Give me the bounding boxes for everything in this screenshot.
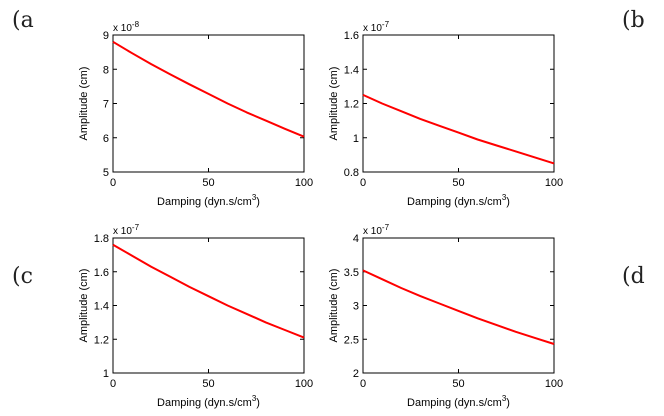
exponent-power-d: -7 [382,223,390,232]
x-tick-label-a-0: 0 [110,177,116,189]
exponent-label-b: x 10-7 [363,20,390,34]
panel-label-b: (b [622,8,645,33]
y-tick-label-c-1: 1.2 [94,334,109,346]
y-axis-title-b: Amplitude (cm) [328,67,340,141]
exponent-label-c: x 10-7 [113,223,140,237]
series-line-c [112,243,305,339]
x-axis-title-sup-d: 3 [502,394,507,403]
y-tick-label-d-3: 3.5 [344,267,359,279]
exponent-power-b: -7 [382,20,390,29]
x-axis-title-close-b: ) [506,196,510,208]
axes-frame-c [112,237,305,374]
y-tick-label-c-2: 1.4 [94,301,109,313]
y-axis-title-c: Amplitude (cm) [78,269,90,343]
x-tick-label-a-1: 50 [202,177,214,189]
x-axis-title-d: Damping (dyn.s/cm3) [407,394,510,409]
x-tick-label-c-0: 0 [110,378,116,390]
y-tick-label-d-4: 4 [353,233,359,245]
x-axis-title-close-a: ) [256,196,260,208]
series-line-a [112,40,305,138]
x-axis-title-c: Damping (dyn.s/cm3) [157,394,260,409]
y-axis-title-a: Amplitude (cm) [78,67,90,141]
y-tick-label-a-3: 8 [103,64,109,76]
x-tick-label-d-1: 50 [452,378,464,390]
x-tick-label-a-2: 100 [295,177,313,189]
x-tick-label-b-1: 50 [452,177,464,189]
y-tick-label-b-3: 1.4 [344,64,359,76]
chart-a: 0 50 100 5 6 7 8 9 x 10-8 Damping (dyn.s/cm3) Ampl… [78,20,313,208]
panel-label-c: (c [12,264,33,289]
y-tick-label-b-0: 0.8 [344,167,359,179]
y-tick-label-a-1: 6 [103,133,109,145]
x-axis-title-sup-a: 3 [252,193,257,202]
y-tick-label-b-2: 1.2 [344,99,359,111]
y-tick-label-a-2: 7 [103,99,109,111]
x-axis-title-a: Damping (dyn.s/cm3) [157,193,260,208]
x-axis-title-b: Damping (dyn.s/cm3) [407,193,510,208]
y-tick-label-a-4: 9 [103,30,109,42]
y-tick-label-c-3: 1.6 [94,267,109,279]
x-axis-title-sup-c: 3 [252,394,257,403]
chart-d: 0 50 100 2 2.5 3 3.5 4 x 10-7 Damping (dyn.s/cm3)… [328,223,563,409]
x-axis-title-close-d: ) [506,397,510,409]
axes-frame-d [362,237,555,374]
x-tick-label-d-0: 0 [360,378,366,390]
y-tick-label-c-4: 1.8 [94,233,109,245]
y-tick-label-a-0: 5 [103,167,109,179]
y-tick-label-b-1: 1 [353,133,359,145]
y-tick-label-b-4: 1.6 [344,30,359,42]
x-tick-label-d-2: 100 [545,378,563,390]
x-axis-title-close-c: ) [256,397,260,409]
exponent-power-a: -8 [132,20,140,29]
axes-frame-a [112,34,305,173]
exponent-label-a: x 10-8 [113,20,140,34]
x-tick-label-b-0: 0 [360,177,366,189]
y-axis-title-d: Amplitude (cm) [328,269,340,343]
chart-c: 0 50 100 1 1.2 1.4 1.6 1.8 x 10-7 Damping (dyn.s/… [78,223,313,409]
panel-label-a: (a [12,8,34,33]
exponent-label-d: x 10-7 [363,223,390,237]
exponent-power-c: -7 [132,223,140,232]
panel-label-d: (d [622,264,645,289]
y-tick-label-d-1: 2.5 [344,334,359,346]
series-line-d [362,269,555,345]
x-tick-label-c-2: 100 [295,378,313,390]
y-tick-label-d-2: 3 [353,301,359,313]
x-axis-title-sup-b: 3 [502,193,507,202]
y-tick-label-d-0: 2 [353,368,359,380]
series-line-b [362,93,555,165]
axes-frame-b [362,34,555,173]
x-tick-label-c-1: 50 [202,378,214,390]
x-tick-label-b-2: 100 [545,177,563,189]
chart-b: 0 50 100 0.8 1 1.2 1.4 1.6 x 10-7 Damping (dyn.s/… [328,20,563,208]
y-tick-label-c-0: 1 [103,368,109,380]
